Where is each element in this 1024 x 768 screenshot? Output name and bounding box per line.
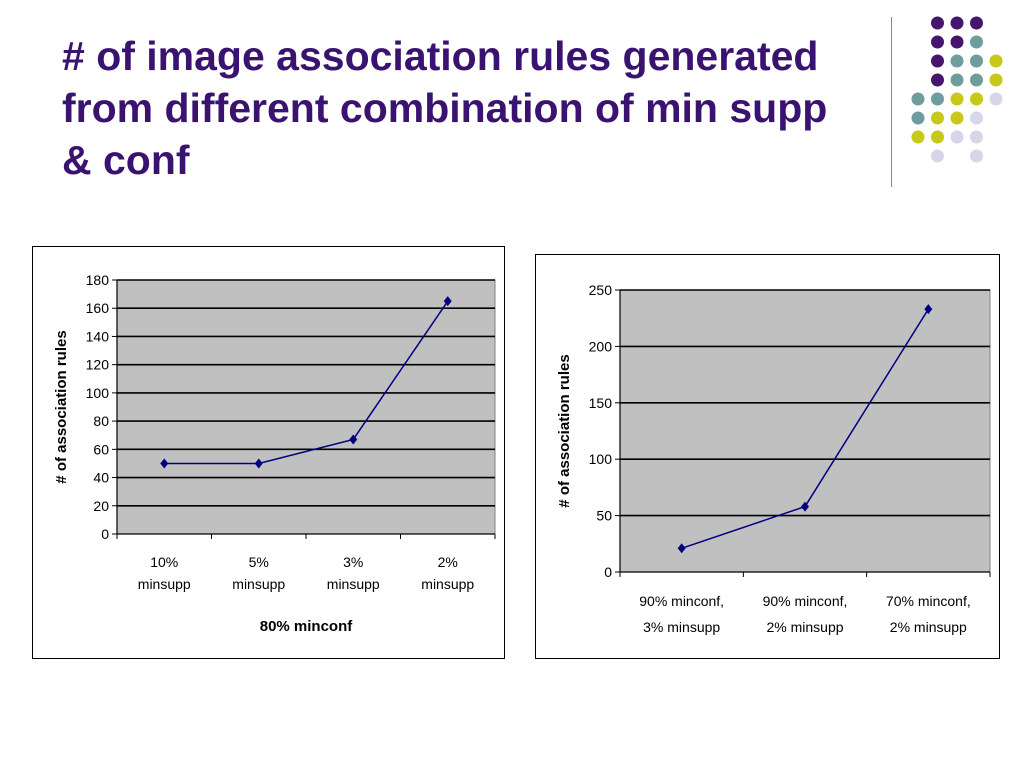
decorative-dot (950, 16, 964, 30)
plot-area (116, 279, 496, 535)
y-tick-label: 0 (101, 526, 109, 542)
y-tick-label: 250 (589, 282, 613, 298)
decorative-dot (911, 130, 925, 144)
plot-area (619, 289, 991, 573)
y-axis-title: # of association rules (53, 330, 70, 483)
decorative-dot (970, 111, 983, 125)
decorative-dot (989, 92, 1003, 106)
data-point (924, 304, 933, 315)
decorative-dot (970, 92, 983, 106)
data-point (254, 458, 263, 469)
chart-left-frame: 0 20 40 60 80 100 120 140 160 180 10% minsupp 5% mins… (32, 246, 505, 659)
decorative-dot (950, 92, 964, 106)
data-point (677, 543, 686, 554)
decorative-dot (931, 16, 944, 30)
decorative-dot (950, 35, 964, 49)
decorative-dot (931, 130, 944, 144)
decorative-dot (970, 54, 983, 68)
decorative-dot (970, 16, 983, 30)
decorative-dot (970, 73, 983, 87)
slide-title: # of image association rules generated f… (62, 33, 828, 183)
decorative-dot (950, 111, 964, 125)
chart-left: 0 20 40 60 80 100 120 140 160 180 10% minsupp 5% mins… (53, 272, 496, 635)
x-tick-label: minsupp (138, 576, 191, 592)
decorative-dot (970, 149, 983, 163)
y-tick-label: 180 (86, 272, 110, 288)
y-tick-label: 60 (93, 441, 109, 457)
y-tick-label: 0 (604, 564, 612, 580)
y-tick-label: 200 (589, 338, 613, 354)
x-tick-label: minsupp (327, 576, 380, 592)
decorative-dot (950, 73, 964, 87)
data-point (160, 458, 169, 469)
x-tick-label: 5% (249, 554, 269, 570)
x-tick-label: 90% minconf, (763, 593, 848, 609)
decorative-dot (931, 54, 944, 68)
decorative-dot (911, 111, 925, 125)
x-tick-label: 2% minsupp (766, 619, 843, 635)
x-tick-label: 3% (343, 554, 363, 570)
x-tick-label: minsupp (232, 576, 285, 592)
y-axis-title: # of association rules (556, 354, 573, 507)
decorative-dot (931, 35, 944, 49)
x-tick-label: 10% (150, 554, 178, 570)
divider-line (891, 17, 892, 187)
data-point (349, 434, 358, 445)
y-tick-label: 100 (589, 451, 613, 467)
y-tick-label: 100 (86, 385, 110, 401)
y-tick-label: 150 (589, 395, 613, 411)
decorative-dot (931, 149, 944, 163)
x-tick-label: 3% minsupp (643, 619, 720, 635)
data-point (443, 296, 452, 307)
decorative-dot (950, 130, 964, 144)
x-tick-label: 2% minsupp (890, 619, 967, 635)
decorative-dot (950, 54, 964, 68)
decorative-dot (931, 73, 944, 87)
decorative-dot (989, 73, 1003, 87)
decorative-dot (911, 92, 925, 106)
data-line (164, 300, 449, 465)
decorative-dot (989, 54, 1003, 68)
decorative-dot (931, 111, 944, 125)
chart-right: 0 50 100 150 200 250 90% minconf, 3% minsupp 90%… (556, 282, 991, 635)
y-tick-label: 120 (86, 357, 110, 373)
decorative-dot (931, 92, 944, 106)
y-tick-label: 40 (93, 470, 109, 486)
data-point (801, 501, 809, 512)
decorative-dot (970, 130, 983, 144)
x-tick-label: 90% minconf, (639, 593, 724, 609)
chart-right-frame: 0 50 100 150 200 250 90% minconf, 3% minsupp 90%… (535, 254, 1000, 659)
x-axis-title: 80% minconf (260, 618, 354, 635)
y-tick-label: 140 (86, 328, 110, 344)
y-tick-label: 160 (86, 300, 110, 316)
y-tick-label: 50 (596, 508, 612, 524)
y-tick-label: 20 (93, 498, 109, 514)
decorative-dot-grid (911, 16, 1003, 163)
x-tick-label: 2% (438, 554, 458, 570)
x-tick-label: minsupp (421, 576, 474, 592)
y-tick-label: 80 (93, 413, 109, 429)
x-tick-label: 70% minconf, (886, 593, 971, 609)
decorative-dot (970, 35, 983, 49)
